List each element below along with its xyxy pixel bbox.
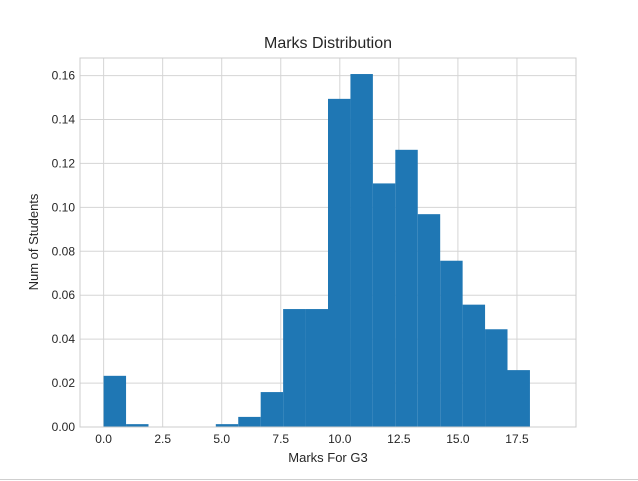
histogram-bar: [462, 304, 486, 427]
histogram-bar: [305, 309, 328, 427]
histogram-bar: [215, 424, 239, 427]
x-tick-label: 17.5: [505, 432, 529, 446]
x-tick-label: 7.5: [272, 432, 289, 446]
histogram-bar: [238, 416, 261, 427]
x-tick-label: 5.0: [213, 432, 230, 446]
y-tick-label: 0.10: [52, 200, 76, 214]
histogram-bar: [126, 424, 149, 427]
histogram-bars: [103, 74, 530, 427]
x-tick-label: 15.0: [446, 432, 470, 446]
y-tick-label: 0.00: [52, 420, 76, 434]
plot-frame: [79, 57, 577, 428]
histogram-bar: [485, 329, 508, 427]
histogram-bar: [260, 392, 284, 427]
x-tick-label: 12.5: [387, 432, 411, 446]
chart-title: Marks Distribution: [264, 35, 392, 52]
y-tick-label: 0.02: [52, 376, 76, 390]
histogram-bar: [440, 260, 463, 427]
y-tick-label: 0.12: [52, 156, 76, 170]
y-tick-labels: 0.00 0.02 0.04 0.06 0.08 0.10 0.12 0.14 0.16: [52, 69, 76, 434]
y-tick-label: 0.06: [52, 288, 76, 302]
histogram-bar: [103, 375, 127, 427]
histogram-bar: [328, 98, 351, 427]
histogram-bar: [283, 309, 306, 427]
x-tick-label: 10.0: [328, 432, 352, 446]
bottom-divider: [0, 479, 638, 480]
y-tick-label: 0.04: [52, 332, 76, 346]
x-tick-labels: 0.0 2.5 5.0 7.5 10.0 12.5 15.0 17.5: [95, 432, 529, 446]
x-tick-label: 0.0: [95, 432, 112, 446]
histogram-bar: [395, 149, 418, 427]
x-axis-label: Marks For G3: [288, 450, 367, 465]
histogram-bar: [507, 370, 530, 427]
y-axis-label: Num of Students: [26, 193, 41, 290]
y-tick-label: 0.14: [52, 113, 76, 127]
y-tick-label: 0.08: [52, 244, 76, 258]
x-tick-label: 2.5: [154, 432, 171, 446]
histogram-bar: [350, 74, 373, 427]
y-tick-label: 0.16: [52, 69, 76, 83]
histogram-bar: [372, 183, 396, 427]
histogram-bar: [417, 214, 441, 427]
